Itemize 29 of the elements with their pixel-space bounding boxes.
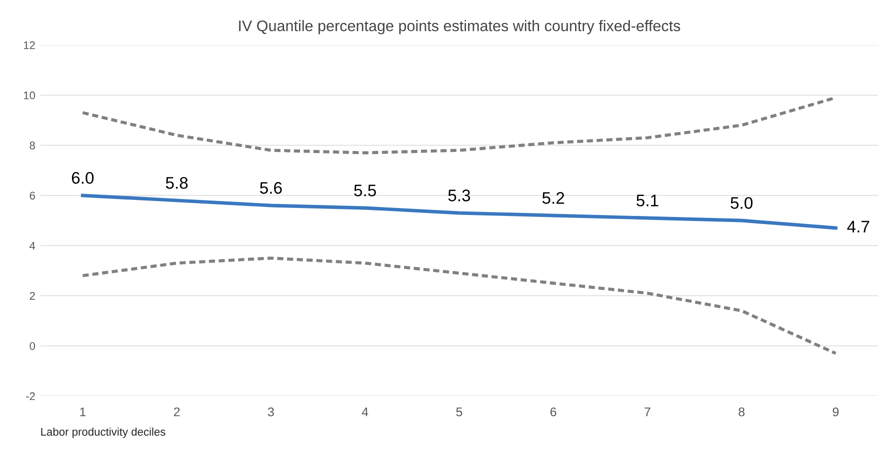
x-tick-label: 1 [80,408,86,416]
y-tick-label: 2 [30,292,35,300]
x-axis-title: Labor productivity deciles [41,428,166,438]
y-tick-label: 4 [30,242,36,250]
data-label: 5.5 [354,184,376,196]
line-series [81,256,838,355]
data-label: 5.1 [636,194,658,206]
data-label: 5.2 [542,192,564,204]
data-label: 5.3 [448,190,470,202]
y-tick-label: -2 [26,392,35,400]
chart-title: IV Quantile percentage points estimates with country fixed-effects [239,20,680,34]
data-label: 4.7 [847,220,870,232]
data-label: 5.6 [260,182,282,194]
x-tick-label: 9 [832,407,839,416]
x-tick-label: 8 [738,407,745,416]
x-tick-label: 4 [362,408,368,416]
data-label: 6.0 [72,172,94,184]
data-label: 5.0 [730,197,753,209]
x-tick-label: 3 [268,407,274,416]
y-tick-label: 0 [30,342,36,350]
y-tick-label: 10 [24,91,36,100]
x-tick-label: 7 [644,408,650,416]
y-tick-label: 6 [30,192,35,200]
x-tick-label: 5 [456,408,462,416]
x-tick-label: 2 [174,407,180,416]
y-tick-label: 8 [30,142,35,150]
data-label: 5.8 [166,177,188,189]
x-tick-label: 6 [550,407,556,416]
y-tick-label: 12 [24,41,35,50]
